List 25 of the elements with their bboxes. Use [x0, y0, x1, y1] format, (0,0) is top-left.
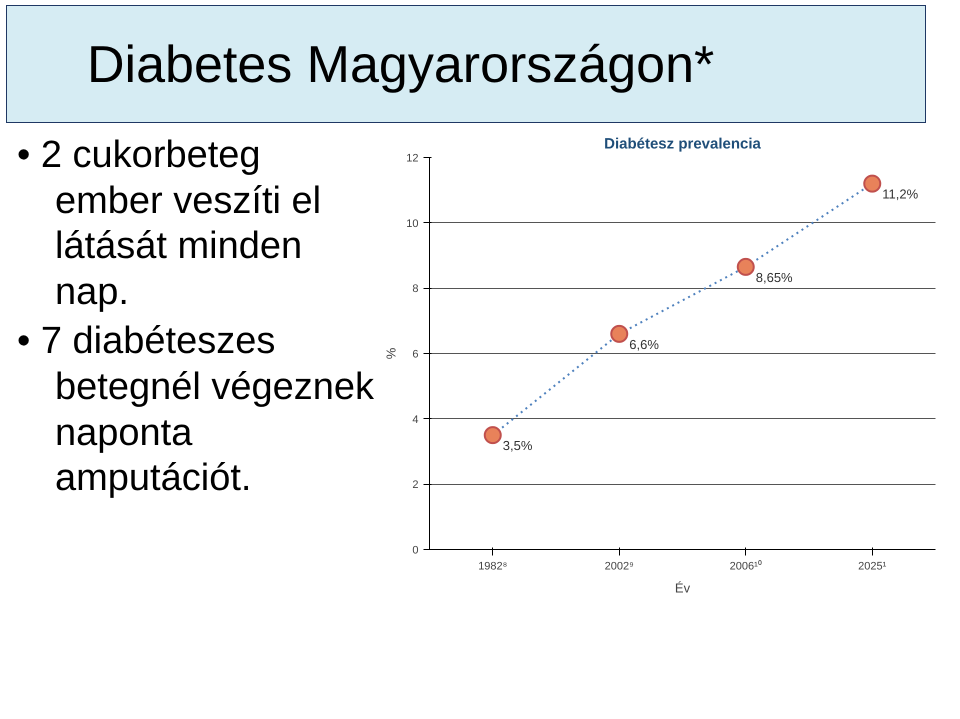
- chart-title: Diabetes Magyarországon*: [87, 35, 714, 96]
- data-label: 11,2%: [882, 186, 919, 202]
- x-tick-label: 2002⁹: [604, 560, 634, 572]
- y-tick-label: 4: [412, 414, 419, 426]
- data-label: 8,65%: [756, 270, 794, 285]
- chart-subtitle: Diabétesz prevalencia: [604, 136, 762, 152]
- x-tick-label: 2006¹⁰: [730, 560, 762, 572]
- text: • 2 cukorbeteg ember veszíti el látását minden nap.: [17, 133, 322, 315]
- point: [484, 426, 502, 444]
- y-tick-label: 6: [412, 348, 419, 360]
- y-tick-label: 2: [412, 479, 419, 492]
- point: [610, 324, 628, 343]
- data-label: 3,5%: [502, 438, 533, 454]
- y-axis-title: %: [383, 347, 398, 360]
- x-tick-label: 1982⁸: [478, 560, 508, 572]
- y-tick-label: 0: [412, 544, 419, 556]
- data-label: 6,6%: [629, 336, 660, 352]
- y-tick-label: 10: [406, 218, 419, 230]
- point: [736, 258, 755, 276]
- text: • 7 diabéteszes betegnél végeznek naponta amputációt.: [17, 319, 375, 502]
- x-tick-label: 2025¹: [858, 560, 887, 572]
- x-axis-title: Év: [674, 580, 691, 596]
- y-tick-label: 12: [406, 152, 419, 164]
- point: [863, 174, 882, 193]
- y-tick-label: 8: [412, 283, 419, 296]
